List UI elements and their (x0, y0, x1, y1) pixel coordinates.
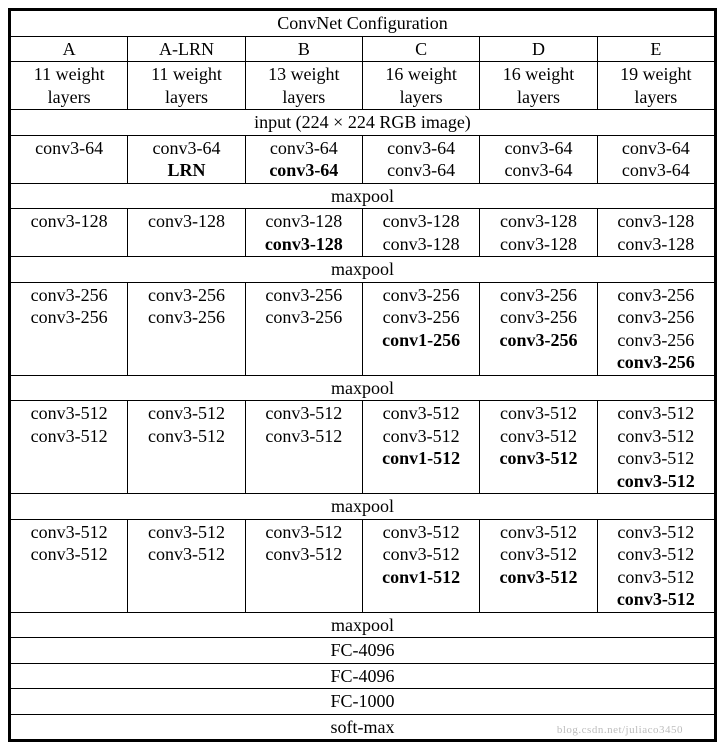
table-row: conv3-128 conv3-128 conv3-128conv3-128 c… (11, 209, 715, 257)
layer-cell: conv3-512conv3-512conv3-512conv3-512 (597, 519, 714, 612)
layer-cell: conv3-64conv3-64 (597, 135, 714, 183)
depth-cell: 13 weightlayers (245, 62, 362, 110)
table-row: conv3-256conv3-256 conv3-256conv3-256 co… (11, 282, 715, 375)
layer-cell: conv3-64conv3-64 (480, 135, 597, 183)
separator-row: maxpool (11, 494, 715, 520)
layer-cell: conv3-128conv3-128 (480, 209, 597, 257)
depth-row: 11 weightlayers 11 weightlayers 13 weigh… (11, 62, 715, 110)
input-row: input (224 × 224 RGB image) (11, 110, 715, 136)
tail-row: FC-1000 (11, 689, 715, 715)
depth-cell: 11 weightlayers (11, 62, 128, 110)
separator-row: maxpool (11, 183, 715, 209)
table-title: ConvNet Configuration (11, 11, 715, 37)
depth-cell: 19 weightlayers (597, 62, 714, 110)
col-header: A (11, 36, 128, 62)
col-header: C (362, 36, 479, 62)
layer-cell: conv3-512conv3-512 (245, 519, 362, 612)
tail-row: FC-4096 (11, 638, 715, 664)
col-header: E (597, 36, 714, 62)
layer-cell: conv3-256conv3-256 (245, 282, 362, 375)
separator-row: maxpool (11, 375, 715, 401)
layer-cell: conv3-512conv3-512conv3-512 (480, 519, 597, 612)
depth-cell: 16 weightlayers (480, 62, 597, 110)
layer-cell: conv3-128 (11, 209, 128, 257)
layer-cell: conv3-64 (11, 135, 128, 183)
layer-cell: conv3-256conv3-256conv3-256 (480, 282, 597, 375)
convnet-config-table: ConvNet Configuration A A-LRN B C D E 11… (8, 8, 717, 742)
layer-cell: conv3-64LRN (128, 135, 245, 183)
layer-cell: conv3-256conv3-256 (11, 282, 128, 375)
layer-cell: conv3-512conv3-512conv1-512 (362, 401, 479, 494)
separator-row: maxpool (11, 257, 715, 283)
table-row: conv3-512conv3-512 conv3-512conv3-512 co… (11, 401, 715, 494)
layer-cell: conv3-256conv3-256conv1-256 (362, 282, 479, 375)
table-row: conv3-512conv3-512 conv3-512conv3-512 co… (11, 519, 715, 612)
col-header: B (245, 36, 362, 62)
layer-cell: conv3-256conv3-256conv3-256conv3-256 (597, 282, 714, 375)
layer-cell: conv3-128conv3-128 (245, 209, 362, 257)
layer-cell: conv3-512conv3-512 (128, 519, 245, 612)
header-row: A A-LRN B C D E (11, 36, 715, 62)
col-header: D (480, 36, 597, 62)
layer-cell: conv3-128conv3-128 (597, 209, 714, 257)
table-row: conv3-64 conv3-64LRN conv3-64conv3-64 co… (11, 135, 715, 183)
tail-row: soft-max (11, 714, 715, 740)
layer-cell: conv3-512conv3-512 (11, 519, 128, 612)
layer-cell: conv3-128 (128, 209, 245, 257)
layer-cell: conv3-512conv3-512conv3-512 (480, 401, 597, 494)
separator-row: maxpool (11, 612, 715, 638)
tail-row: FC-4096 (11, 663, 715, 689)
layer-cell: conv3-512conv3-512 (11, 401, 128, 494)
col-header: A-LRN (128, 36, 245, 62)
table: ConvNet Configuration A A-LRN B C D E 11… (10, 10, 715, 740)
layer-cell: conv3-512conv3-512conv1-512 (362, 519, 479, 612)
layer-cell: conv3-512conv3-512 (245, 401, 362, 494)
layer-cell: conv3-64conv3-64 (362, 135, 479, 183)
layer-cell: conv3-64conv3-64 (245, 135, 362, 183)
depth-cell: 16 weightlayers (362, 62, 479, 110)
layer-cell: conv3-512conv3-512conv3-512conv3-512 (597, 401, 714, 494)
layer-cell: conv3-128conv3-128 (362, 209, 479, 257)
depth-cell: 11 weightlayers (128, 62, 245, 110)
layer-cell: conv3-256conv3-256 (128, 282, 245, 375)
layer-cell: conv3-512conv3-512 (128, 401, 245, 494)
